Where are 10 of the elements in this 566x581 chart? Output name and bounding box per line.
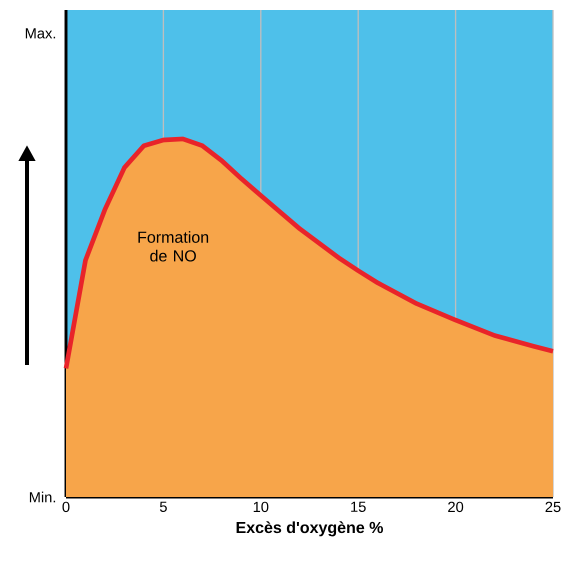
series-label: Formation de NO bbox=[138, 231, 208, 262]
x-tick-label: 15 bbox=[351, 502, 366, 512]
x-tick-label: 25 bbox=[546, 502, 561, 512]
x-tick-label: 20 bbox=[448, 502, 464, 512]
text: Max. bbox=[26, 28, 56, 38]
text: Min. bbox=[30, 492, 56, 502]
x-tick-label: 5 bbox=[160, 502, 168, 512]
x-tick-label: 0 bbox=[62, 502, 70, 512]
x-tick-label: 10 bbox=[254, 502, 269, 512]
x-axis-title: Excès d'oxygène % bbox=[236, 521, 384, 536]
